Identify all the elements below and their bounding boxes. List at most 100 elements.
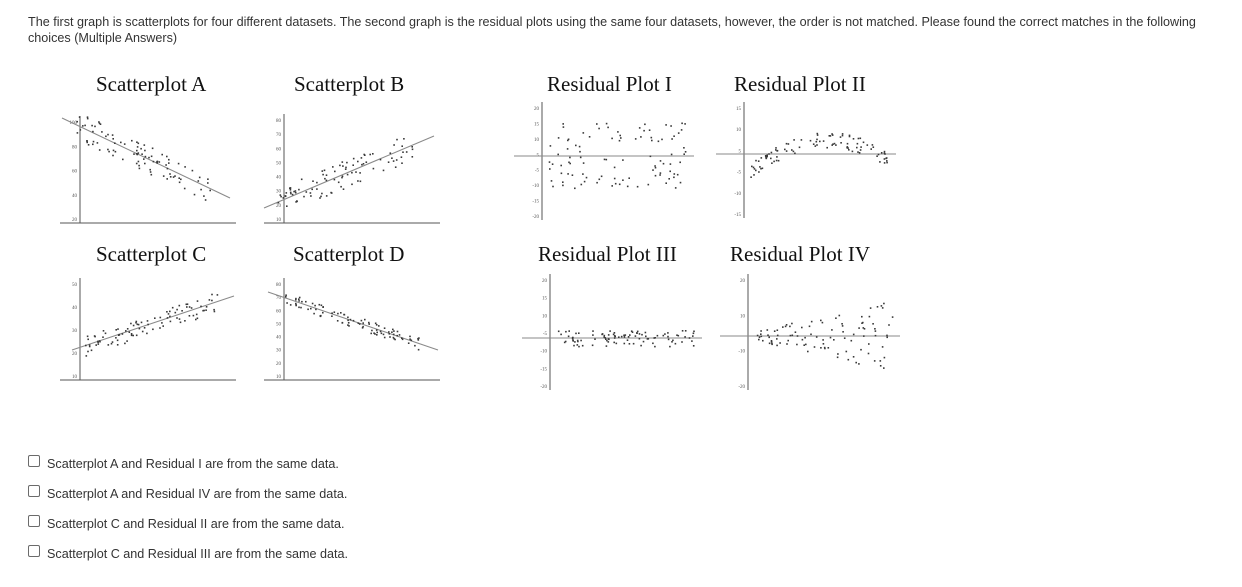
- data-point: [394, 166, 397, 168]
- residual-point: [563, 341, 566, 344]
- option-4-checkbox[interactable]: [28, 545, 40, 557]
- residual-point: [750, 176, 752, 178]
- residual-point: [669, 163, 672, 165]
- data-point: [202, 309, 204, 312]
- y-tick-label: 70: [276, 133, 282, 138]
- data-point: [188, 306, 191, 308]
- data-point: [144, 162, 146, 165]
- y-tick-label: 10: [534, 138, 540, 143]
- residual-point: [654, 345, 656, 348]
- residual-point: [775, 159, 778, 162]
- data-point: [185, 303, 188, 306]
- residual-point: [771, 162, 773, 164]
- residual-point: [858, 152, 861, 154]
- residual-point: [684, 330, 687, 332]
- data-point: [337, 312, 339, 315]
- residual-point: [794, 152, 796, 155]
- option-1-checkbox[interactable]: [28, 455, 40, 467]
- data-point: [213, 310, 216, 313]
- residual-point: [657, 140, 660, 143]
- y-tick-label: 20: [276, 362, 282, 367]
- residual-point: [684, 123, 686, 125]
- data-point: [132, 324, 135, 327]
- data-point: [383, 327, 386, 329]
- data-point: [87, 338, 89, 341]
- residual-point: [782, 326, 784, 328]
- data-point: [405, 151, 408, 153]
- residual-point: [667, 338, 670, 341]
- data-point: [289, 187, 291, 189]
- residual-point: [816, 132, 819, 135]
- data-point: [320, 304, 323, 307]
- residual-point: [841, 134, 844, 137]
- option-2-checkbox[interactable]: [28, 485, 40, 497]
- data-point: [379, 158, 382, 161]
- data-point: [174, 311, 177, 314]
- residual-point: [872, 323, 874, 325]
- residual-point: [816, 134, 819, 136]
- scatterplot-b-title: Scatterplot B: [294, 72, 405, 96]
- data-point: [203, 309, 205, 312]
- data-point: [111, 341, 114, 343]
- residual-point: [881, 307, 884, 309]
- residual-point: [588, 136, 591, 138]
- data-point: [344, 168, 347, 170]
- residual-point: [680, 129, 683, 131]
- residual-point: [823, 346, 826, 349]
- data-point: [315, 308, 317, 311]
- data-point: [146, 332, 148, 335]
- residual-point: [567, 173, 569, 175]
- data-point: [211, 293, 213, 296]
- residual-point: [634, 335, 637, 337]
- data-point: [140, 147, 142, 150]
- data-point: [180, 178, 182, 181]
- residual-point: [816, 138, 818, 141]
- residual-point: [876, 306, 879, 308]
- option-1[interactable]: Scatterplot A and Residual I are from th…: [28, 454, 339, 474]
- data-point: [392, 328, 394, 331]
- residual-point: [669, 170, 671, 173]
- residual-point: [627, 336, 630, 338]
- data-point: [162, 325, 164, 327]
- residual-point: [673, 135, 675, 137]
- residual-point: [552, 185, 554, 188]
- residual-point: [833, 142, 836, 145]
- data-point: [87, 144, 90, 146]
- residual-point: [883, 162, 886, 164]
- residual-point: [873, 360, 876, 362]
- residual-point: [862, 327, 865, 329]
- data-point: [325, 174, 328, 176]
- data-point: [123, 143, 126, 145]
- data-point: [112, 138, 114, 140]
- residual-point: [677, 334, 680, 337]
- residual-point: [647, 183, 650, 186]
- option-3-checkbox[interactable]: [28, 515, 40, 527]
- residual-point: [841, 133, 844, 135]
- residual-point: [841, 323, 843, 325]
- option-4[interactable]: Scatterplot C and Residual III are from …: [28, 544, 348, 564]
- residual-point: [883, 152, 886, 154]
- residual-point: [879, 360, 882, 362]
- data-point: [282, 197, 285, 199]
- residual-point: [833, 339, 835, 341]
- data-point: [122, 158, 124, 161]
- residual-point: [850, 339, 853, 342]
- data-point: [370, 332, 372, 335]
- y-tick-label: 30: [276, 190, 282, 195]
- y-tick-label: -20: [532, 215, 539, 220]
- residual-point: [836, 356, 839, 359]
- residual-point: [776, 334, 779, 337]
- residual-point: [576, 339, 579, 342]
- residual-point: [752, 166, 755, 169]
- data-point: [169, 320, 172, 323]
- option-2[interactable]: Scatterplot A and Residual IV are from t…: [28, 484, 347, 504]
- scatterplot-d-title: Scatterplot D: [293, 242, 405, 266]
- residual-point: [638, 337, 641, 340]
- option-3[interactable]: Scatterplot C and Residual II are from t…: [28, 514, 345, 534]
- data-point: [382, 169, 385, 172]
- residual-point: [807, 350, 809, 353]
- data-point: [285, 294, 287, 296]
- residual-point: [693, 330, 695, 333]
- residual-point: [604, 337, 606, 339]
- data-point: [368, 321, 370, 324]
